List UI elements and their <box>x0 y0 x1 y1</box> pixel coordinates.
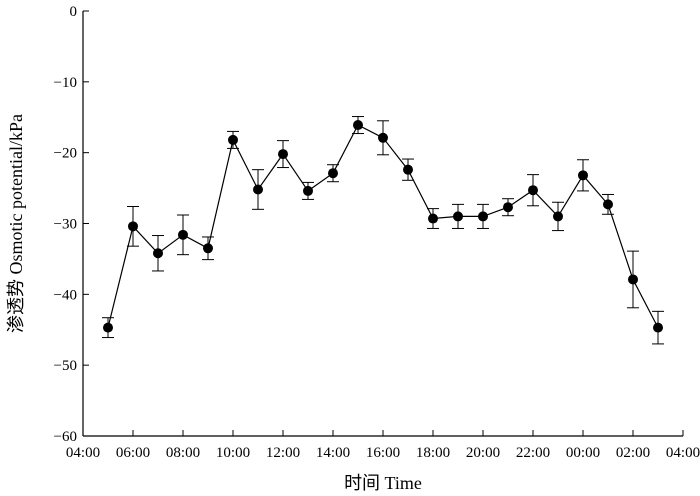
data-point <box>178 229 188 240</box>
data-point <box>478 211 488 222</box>
data-point <box>578 170 588 181</box>
x-tick-label: 16:00 <box>366 445 400 461</box>
y-ticks: 0 −10 −20 −30 −40 −50 −60 <box>54 4 89 445</box>
x-tick-label: 10:00 <box>216 445 250 461</box>
data-point <box>128 221 138 232</box>
x-tick-label: 04:00 <box>66 445 100 461</box>
y-tick-label: −10 <box>54 75 77 91</box>
data-point <box>403 164 413 175</box>
data-point <box>453 211 463 222</box>
data-point <box>353 120 363 131</box>
data-point <box>228 134 238 145</box>
y-tick-label: −50 <box>54 358 77 374</box>
data-point <box>528 185 538 196</box>
data-point <box>553 211 563 222</box>
x-ticks: 04:00 06:00 08:00 10:00 12:00 14:00 16:00 18:00… <box>66 430 700 461</box>
data-point <box>653 322 663 333</box>
x-tick-label: 20:00 <box>466 445 500 461</box>
x-axis-title: 时间 Time <box>344 473 422 493</box>
data-point <box>103 322 113 333</box>
data-point <box>603 199 613 210</box>
x-tick-label: 02:00 <box>616 445 650 461</box>
y-tick-label: −20 <box>54 146 77 162</box>
axes <box>82 11 683 437</box>
data-point <box>628 274 638 285</box>
data-point <box>378 132 388 143</box>
x-tick-label: 14:00 <box>316 445 350 461</box>
data-point <box>278 149 288 160</box>
y-tick-label: −60 <box>54 429 77 445</box>
x-tick-label: 04:00 <box>666 445 700 461</box>
data-point <box>503 202 513 213</box>
series-layer <box>102 116 664 345</box>
data-point <box>428 213 438 224</box>
y-tick-label: 0 <box>70 4 78 20</box>
x-tick-label: 08:00 <box>166 445 200 461</box>
y-tick-label: −30 <box>54 217 77 233</box>
data-point <box>203 243 213 254</box>
data-point <box>303 185 313 196</box>
series-line <box>107 124 659 328</box>
y-axis-title: 渗透势 Osmotic potential/kPa <box>6 114 26 333</box>
y-tick-label: −40 <box>54 287 77 303</box>
data-point <box>328 168 338 179</box>
x-tick-label: 12:00 <box>266 445 300 461</box>
x-tick-label: 22:00 <box>516 445 550 461</box>
data-point <box>153 248 163 259</box>
x-tick-label: 00:00 <box>566 445 600 461</box>
x-tick-label: 06:00 <box>116 445 150 461</box>
x-tick-label: 18:00 <box>416 445 450 461</box>
data-point <box>253 184 263 195</box>
